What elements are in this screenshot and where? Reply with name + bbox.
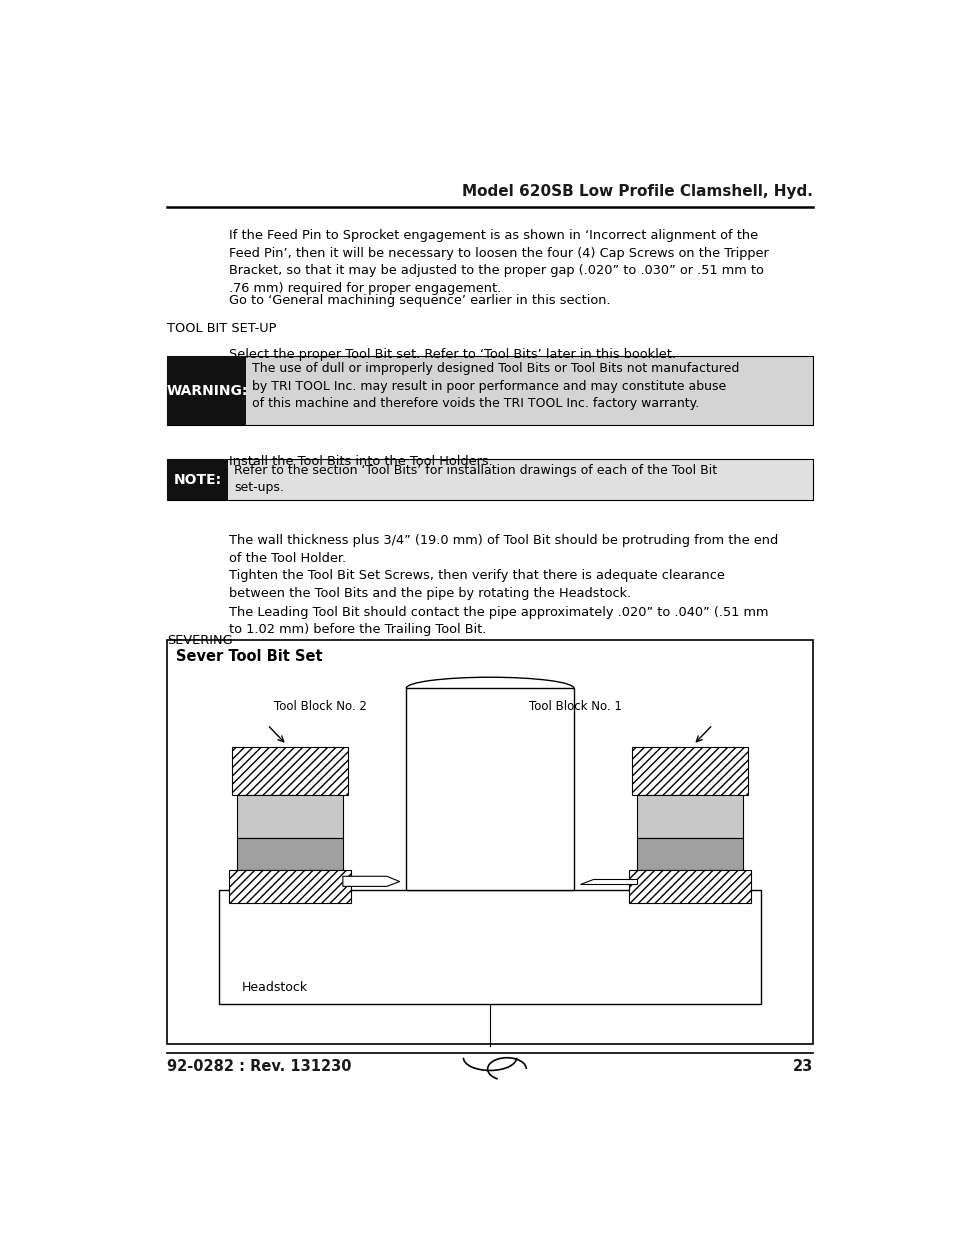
Bar: [632, 747, 747, 795]
Bar: [167, 357, 246, 425]
Text: Select the proper Tool Bit set. Refer to ‘Tool Bits’ later in this booklet.: Select the proper Tool Bit set. Refer to…: [229, 348, 675, 361]
Polygon shape: [342, 877, 399, 887]
Text: Sever Tool Bit Set: Sever Tool Bit Set: [176, 650, 322, 664]
Text: Model 620SB Low Profile Clamshell, Hyd.: Model 620SB Low Profile Clamshell, Hyd.: [461, 184, 812, 199]
Text: Tool Block No. 2: Tool Block No. 2: [274, 699, 366, 713]
Text: Refer to the section ‘Tool Bits’ for installation drawings of each of the Tool B: Refer to the section ‘Tool Bits’ for ins…: [233, 464, 717, 494]
Text: 92-0282 : Rev. 131230: 92-0282 : Rev. 131230: [167, 1058, 352, 1073]
Bar: [167, 640, 812, 1044]
Text: NOTE:: NOTE:: [173, 473, 221, 487]
Bar: [637, 795, 742, 837]
Text: The wall thickness plus 3/4” (19.0 mm) of Tool Bit should be protruding from the: The wall thickness plus 3/4” (19.0 mm) o…: [229, 535, 777, 564]
Polygon shape: [579, 879, 637, 884]
Text: Tool Block No. 1: Tool Block No. 1: [528, 699, 621, 713]
Text: If the Feed Pin to Sprocket engagement is as shown in ‘Incorrect alignment of th: If the Feed Pin to Sprocket engagement i…: [229, 228, 767, 294]
Text: Install the Tool Bits into the Tool Holders.: Install the Tool Bits into the Tool Hold…: [229, 456, 492, 468]
Bar: [628, 871, 751, 903]
Bar: [229, 871, 351, 903]
Bar: [219, 890, 760, 1004]
Bar: [637, 837, 742, 871]
Text: 23: 23: [792, 1058, 812, 1073]
Text: Tighten the Tool Bit Set Screws, then verify that there is adequate clearance
be: Tighten the Tool Bit Set Screws, then ve…: [229, 569, 723, 600]
Bar: [406, 688, 574, 890]
Text: Headstock: Headstock: [241, 982, 307, 994]
Text: WARNING:: WARNING:: [166, 384, 247, 398]
Text: Go to ‘General machining sequence’ earlier in this section.: Go to ‘General machining sequence’ earli…: [229, 294, 610, 306]
Text: The Leading Tool Bit should contact the pipe approximately .020” to .040” (.51 m: The Leading Tool Bit should contact the …: [229, 605, 767, 636]
Bar: [236, 795, 342, 837]
Text: TOOL BIT SET-UP: TOOL BIT SET-UP: [167, 322, 276, 335]
Bar: [167, 459, 812, 500]
Bar: [232, 747, 348, 795]
Bar: [236, 837, 342, 871]
Text: The use of dull or improperly designed Tool Bits or Tool Bits not manufactured
b: The use of dull or improperly designed T…: [252, 362, 739, 410]
Bar: [167, 459, 228, 500]
Bar: [167, 357, 812, 425]
Text: SEVERING: SEVERING: [167, 634, 233, 647]
